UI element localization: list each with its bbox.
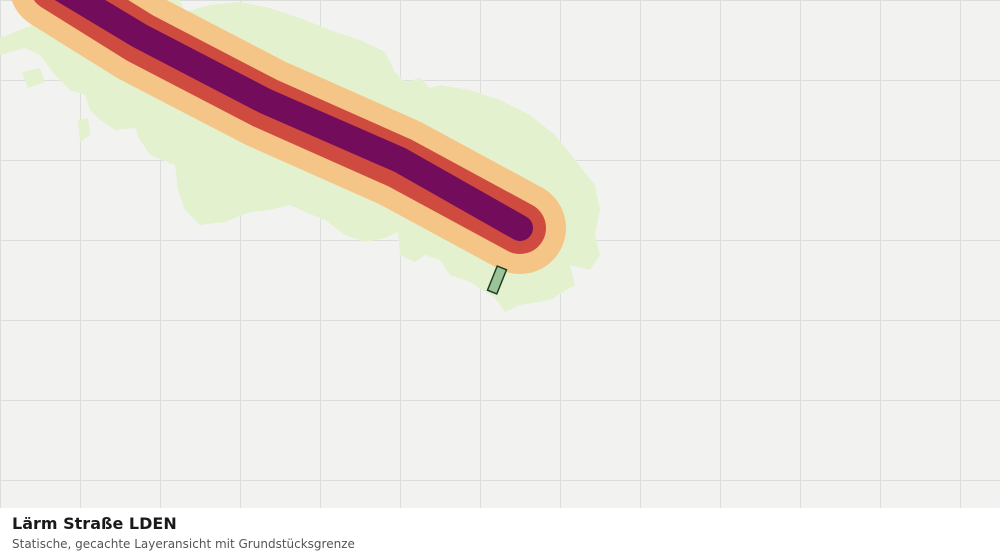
noise-zone-low [78,118,90,142]
map [0,0,1000,508]
layer-title: Lärm Straße LDEN [12,514,177,533]
noise-zone-very-high [54,0,533,241]
caption: Lärm Straße LDEN Statische, gecachte Lay… [0,508,1000,560]
layer-subtitle: Statische, gecachte Layeransicht mit Gru… [12,537,355,551]
noise-zone-low [22,68,45,88]
parcel-boundary[interactable] [486,265,508,295]
